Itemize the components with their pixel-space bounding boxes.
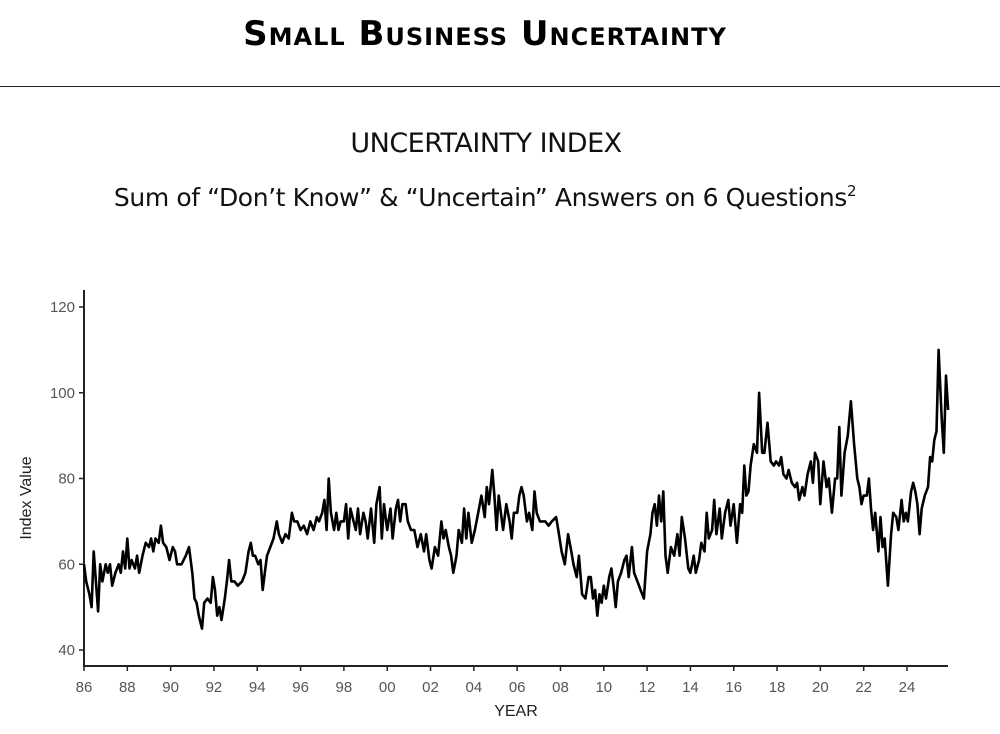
series-group [82,348,950,630]
x-tick-label: 10 [595,679,612,696]
y-tick-label: 100 [50,385,75,402]
title-divider [0,86,1000,87]
y-tick-label: 60 [58,556,75,573]
x-tick-label: 98 [336,679,353,696]
chart-title: UNCERTAINTY INDEX [350,128,622,159]
x-tick-label: 88 [119,679,136,696]
x-tick-label: 02 [422,679,439,696]
y-tick-label: 40 [58,642,75,659]
x-tick-label: 86 [76,679,93,696]
x-tick-label: 12 [639,679,656,696]
x-tick-label: 96 [292,679,309,696]
x-tick-label: 08 [552,679,569,696]
x-tick-label: 24 [899,679,916,696]
x-tick-label: 92 [206,679,223,696]
y-axis-title: Index Value [18,456,35,539]
y-axis-ticks: 40 60 80 100 120 [50,299,84,659]
x-tick-label: 14 [682,679,699,696]
series-line-0 [82,348,950,630]
footnote-marker: 2 [846,182,857,200]
x-axis-title: YEAR [494,703,538,720]
page-title: Small Business Uncertainty [243,14,727,54]
x-tick-label: 90 [162,679,179,696]
x-tick-label: 22 [855,679,872,696]
chart-subtitle-text: Sum of “Don’t Know” & “Uncertain” Answer… [113,183,847,212]
x-tick-label: 94 [249,679,266,696]
y-tick-label: 80 [58,471,75,488]
x-axis-ticks: 86 88 90 92 94 96 98 00 02 04 06 08 10 12 14 16 18 20 22 24 [76,666,916,696]
x-tick-label: 20 [812,679,829,696]
x-tick-label: 04 [465,679,482,696]
x-tick-label: 18 [769,679,786,696]
x-tick-label: 00 [379,679,396,696]
y-tick-label: 120 [50,299,75,316]
chart-subtitle: Sum of “Don’t Know” & “Uncertain” Answer… [0,182,970,212]
x-tick-label: 06 [509,679,526,696]
x-tick-label: 16 [725,679,742,696]
